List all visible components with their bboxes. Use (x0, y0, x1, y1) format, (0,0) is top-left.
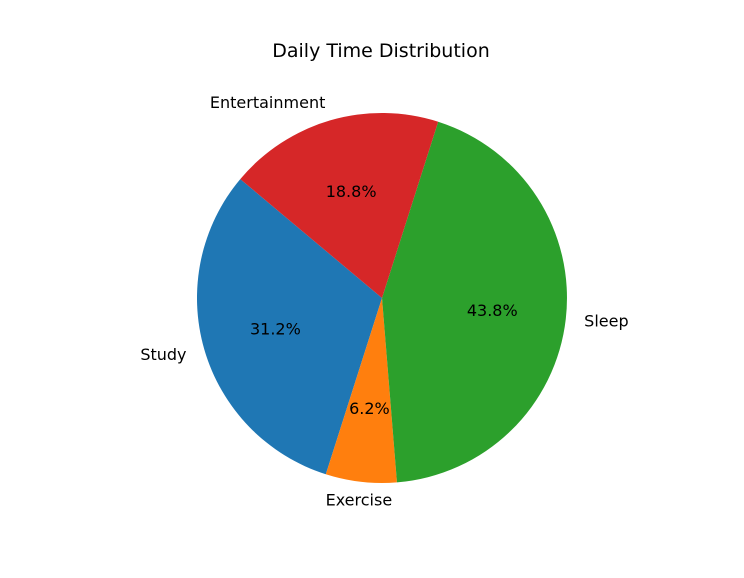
pie-category-label-exercise: Exercise (326, 491, 393, 510)
pie-percent-label-sleep: 43.8% (467, 301, 518, 320)
pie-labels: 31.2% Study 6.2% Exercise 43.8% Sleep 18.8% Ent… (140, 93, 628, 510)
pie-slices (196, 113, 567, 483)
pie-slice-sleep (382, 121, 567, 483)
pie-slice-entertainment (240, 113, 439, 298)
pie-category-label-sleep: Sleep (584, 312, 628, 331)
pie-percent-label-study: 31.2% (250, 319, 301, 338)
pie-category-label-study: Study (140, 345, 186, 364)
chart-title: Daily Time Distribution (272, 40, 490, 62)
pie-slice-study (196, 179, 382, 475)
pie-category-label-entertainment: Entertainment (210, 93, 325, 112)
pie-percent-label-entertainment: 18.8% (326, 182, 377, 201)
pie-percent-label-exercise: 6.2% (349, 399, 390, 418)
pie-slice-exercise (325, 298, 397, 483)
